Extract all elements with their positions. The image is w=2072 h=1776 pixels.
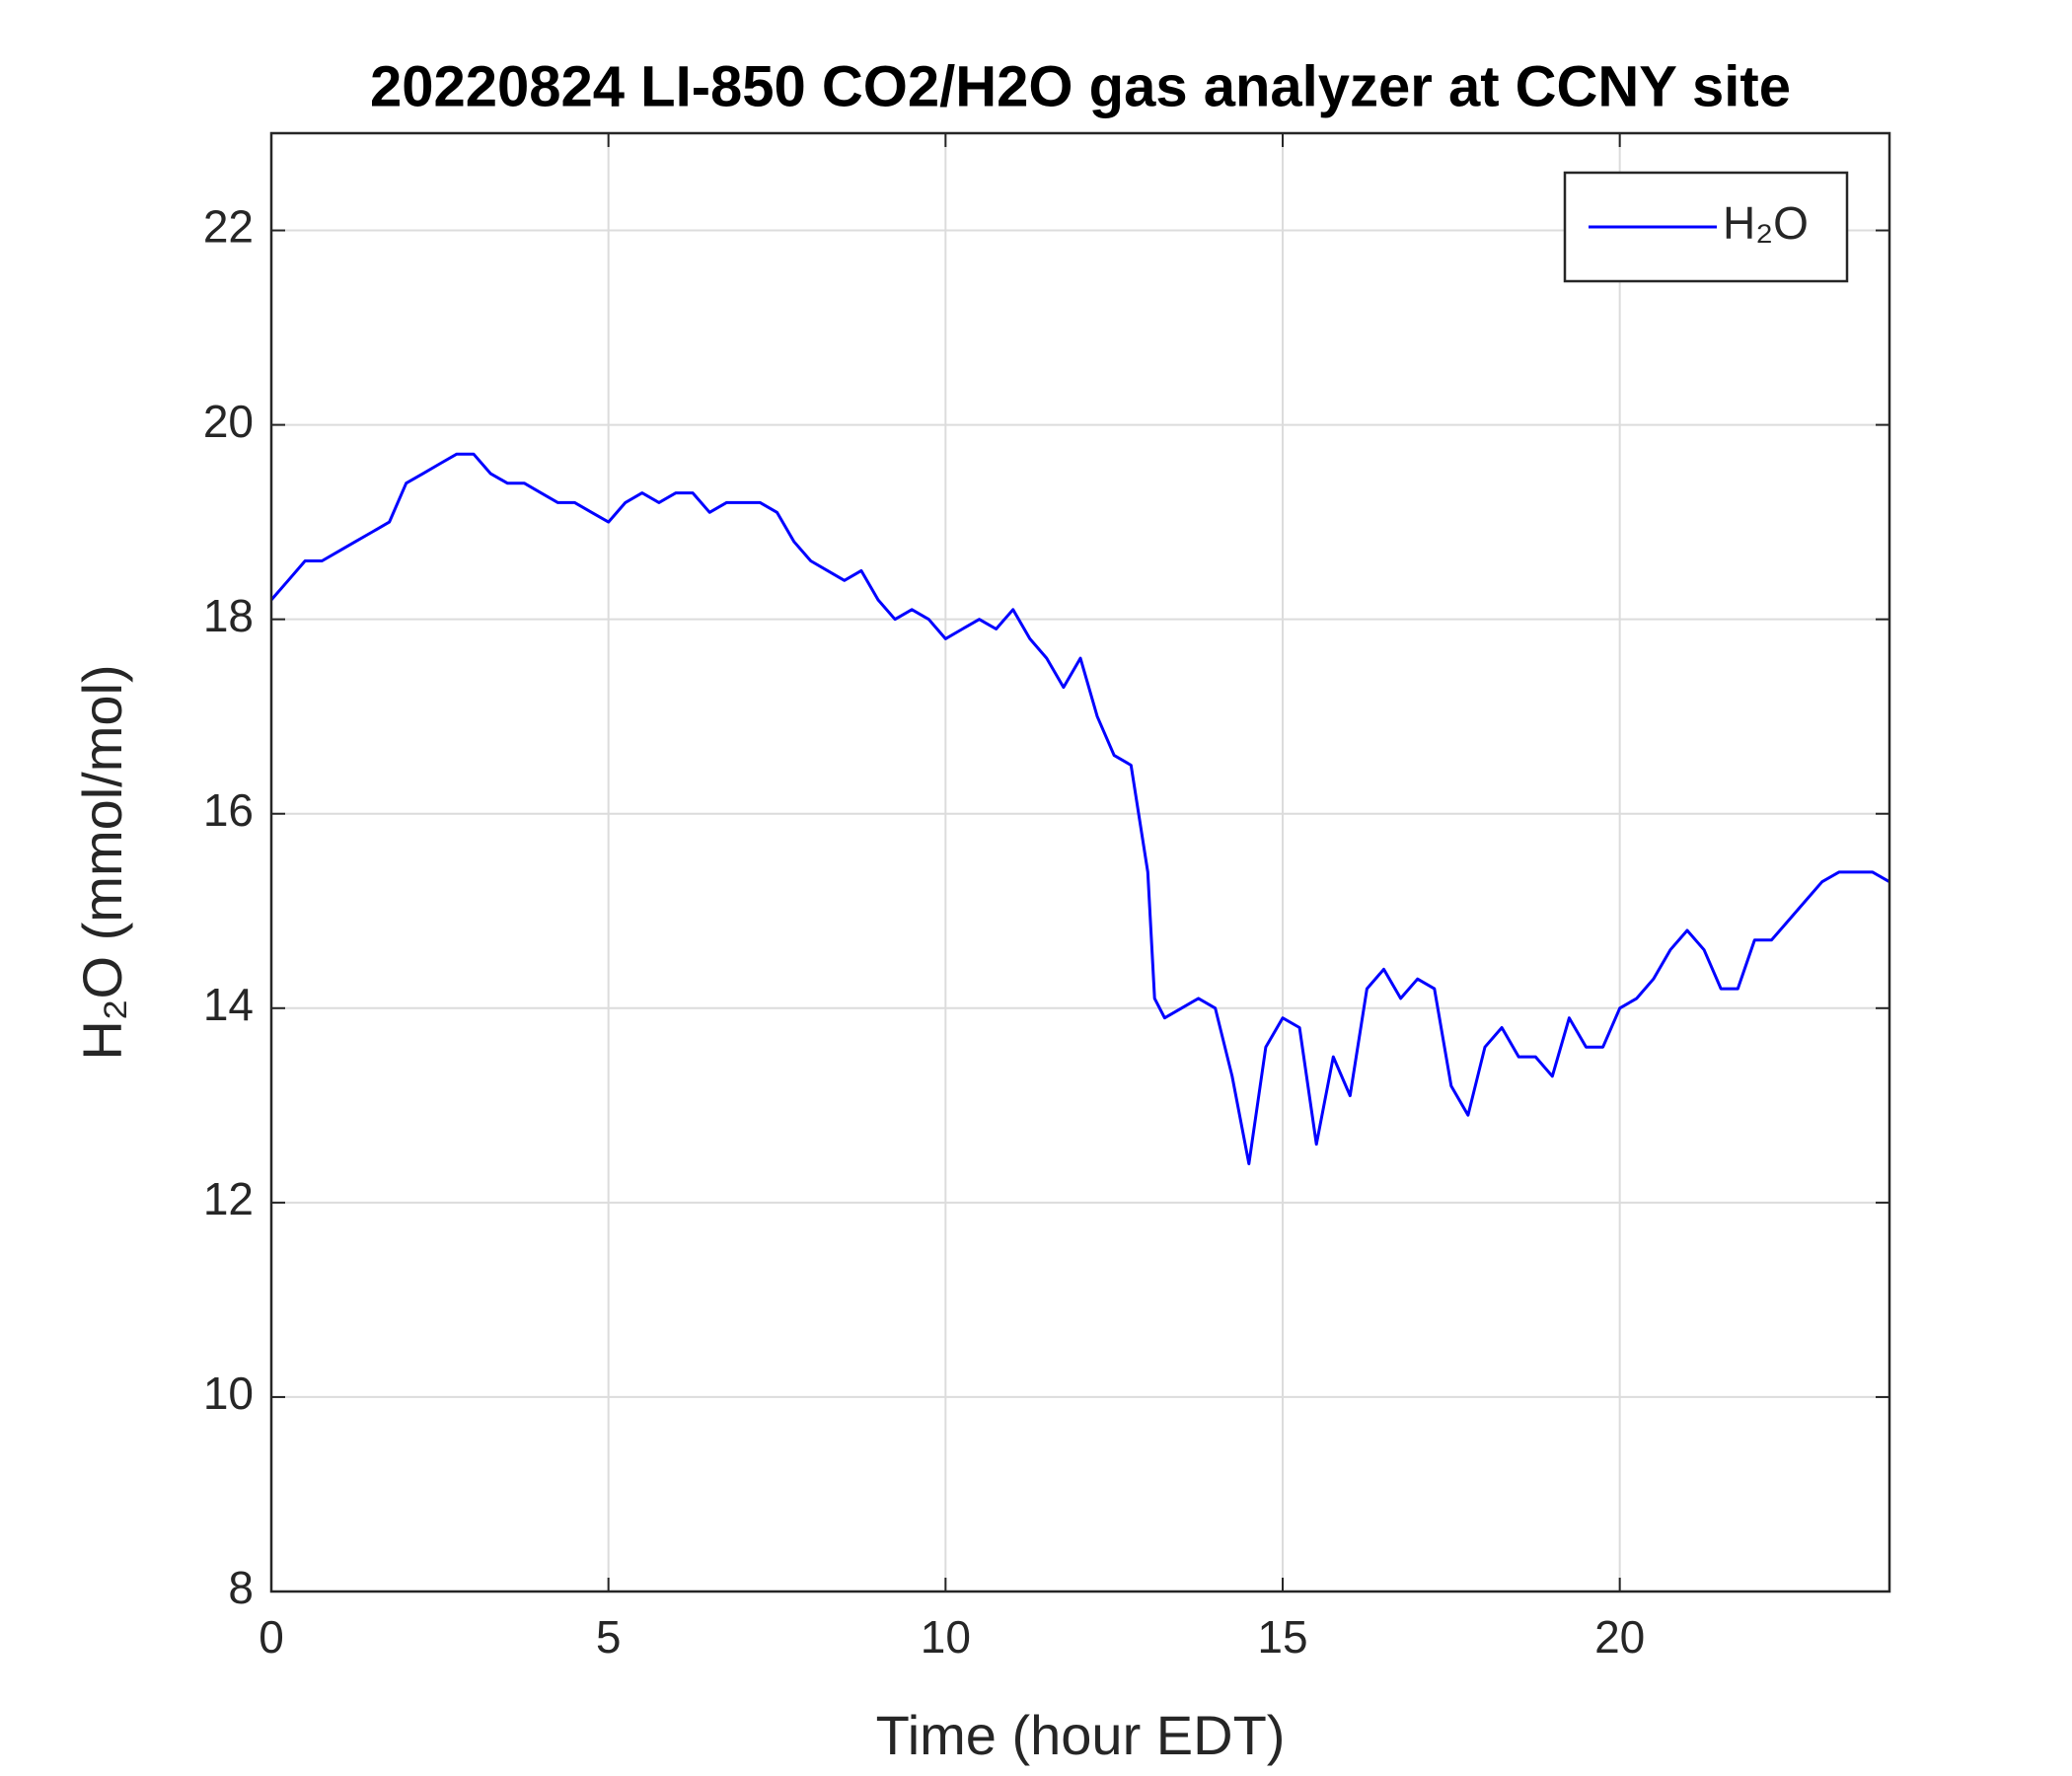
legend-label: H₂O: [1723, 197, 1809, 249]
x-tick-label: 10: [921, 1611, 971, 1663]
y-tick-label: 20: [203, 396, 254, 447]
chart-title: 20220824 LI-850 CO2/H2O gas analyzer at …: [370, 54, 1791, 118]
plot-frame: [269, 131, 1891, 1593]
y-axis-label: H₂O (mmol/mol): [71, 664, 133, 1060]
x-tick-label: 0: [259, 1611, 284, 1663]
x-tick-label: 5: [596, 1611, 622, 1663]
y-tick-label: 18: [203, 590, 254, 641]
y-tick-label: 22: [203, 201, 254, 253]
y-tick-label: 8: [228, 1562, 254, 1613]
x-tick-label: 20: [1594, 1611, 1645, 1663]
y-tick-label: 16: [203, 784, 254, 836]
y-tick-label: 12: [203, 1173, 254, 1224]
y-tick-label: 10: [203, 1368, 254, 1419]
y-tick-label: 14: [203, 979, 254, 1030]
x-tick-label: 15: [1257, 1611, 1307, 1663]
data-line: [269, 452, 1890, 1165]
x-axis-label: Time (hour EDT): [876, 1704, 1286, 1766]
